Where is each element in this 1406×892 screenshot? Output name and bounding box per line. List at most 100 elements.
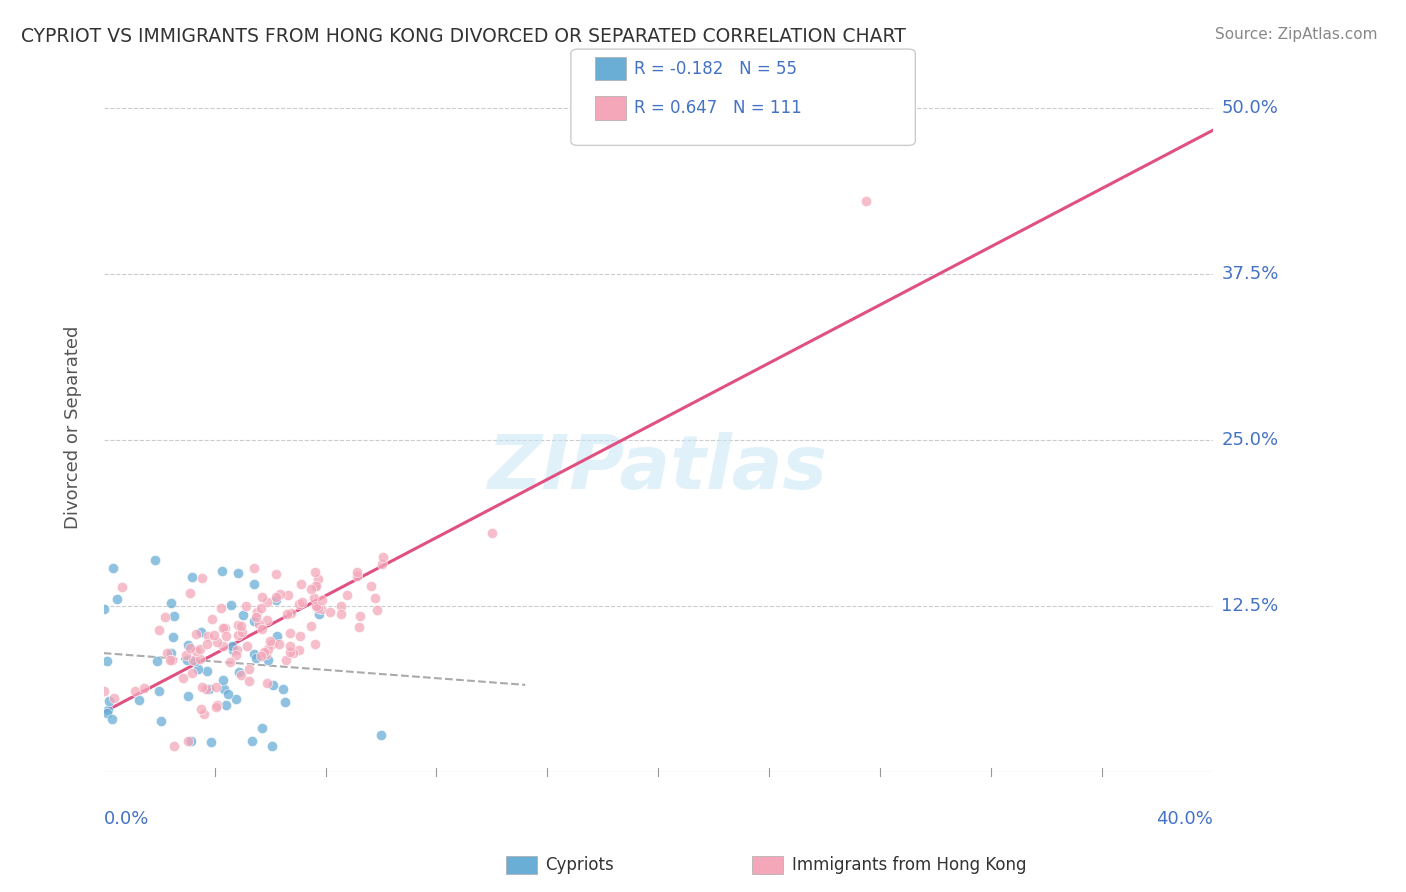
Point [360,579,382,593]
Point [229,668,252,682]
Point [97,703,120,717]
Point [225,692,247,706]
Point [304,565,326,579]
Point [329,599,352,613]
Point [226,618,249,632]
Point [160,596,183,610]
Point [260,637,283,651]
Point [246,605,269,619]
Point [111,580,134,594]
Point [304,637,326,651]
Point [219,598,242,612]
Point [93,683,115,698]
Point [225,648,247,662]
Point [172,671,194,685]
Text: R = 0.647   N = 111: R = 0.647 N = 111 [634,99,801,117]
Point [308,607,330,621]
Point [225,643,247,657]
Point [266,593,288,607]
Point [346,568,368,582]
Point [162,609,184,624]
Point [160,653,183,667]
Point [299,619,322,633]
Point [190,702,212,716]
Point [128,693,150,707]
Point [197,629,219,643]
Point [347,620,370,634]
Point [330,607,353,621]
Point [205,698,228,713]
Text: 25.0%: 25.0% [1222,432,1278,450]
Point [855,194,877,209]
Point [212,639,235,653]
Point [256,595,278,609]
Point [195,665,218,679]
Text: 0.0%: 0.0% [104,810,149,828]
Point [211,565,233,579]
Point [240,733,263,747]
Point [153,609,176,624]
Point [256,613,278,627]
Point [177,638,200,652]
Point [226,628,249,642]
Point [194,681,217,696]
Point [156,646,179,660]
Point [188,652,211,666]
Point [162,630,184,644]
Point [187,662,209,676]
Point [242,614,264,628]
Point [309,602,332,616]
Point [231,624,253,639]
Point [179,641,201,656]
Point [346,565,368,579]
Point [311,593,333,607]
Point [124,684,146,698]
Point [184,643,207,657]
Point [96,706,118,720]
Point [238,674,260,689]
Point [302,591,325,605]
Point [221,639,243,653]
Point [253,645,276,659]
Point [180,570,202,584]
Point [183,654,205,668]
Point [250,601,273,615]
Point [176,653,198,667]
Point [257,653,280,667]
Point [247,616,270,631]
Point [364,591,387,606]
Point [278,640,301,654]
Point [370,728,392,742]
Point [163,739,186,753]
Text: Cypriots: Cypriots [546,856,614,874]
Point [180,734,202,748]
Point [366,603,388,617]
Point [93,602,115,616]
Point [299,582,322,597]
Point [96,654,118,668]
Point [232,608,254,623]
Point [245,650,267,665]
Point [214,629,236,643]
Point [211,673,233,687]
Point [371,549,394,564]
Point [217,687,239,701]
Point [262,739,284,753]
Point [204,680,226,694]
Point [481,526,503,541]
Point [266,629,288,643]
Point [307,601,329,615]
Point [176,648,198,663]
Point [256,676,278,690]
Point [195,637,218,651]
Point [101,560,124,574]
Point [181,653,204,667]
Point [143,553,166,567]
Point [228,665,250,680]
Point [264,566,287,581]
Point [319,605,342,619]
Point [243,577,266,591]
Point [257,642,280,657]
Point [222,643,245,657]
Point [235,599,257,614]
